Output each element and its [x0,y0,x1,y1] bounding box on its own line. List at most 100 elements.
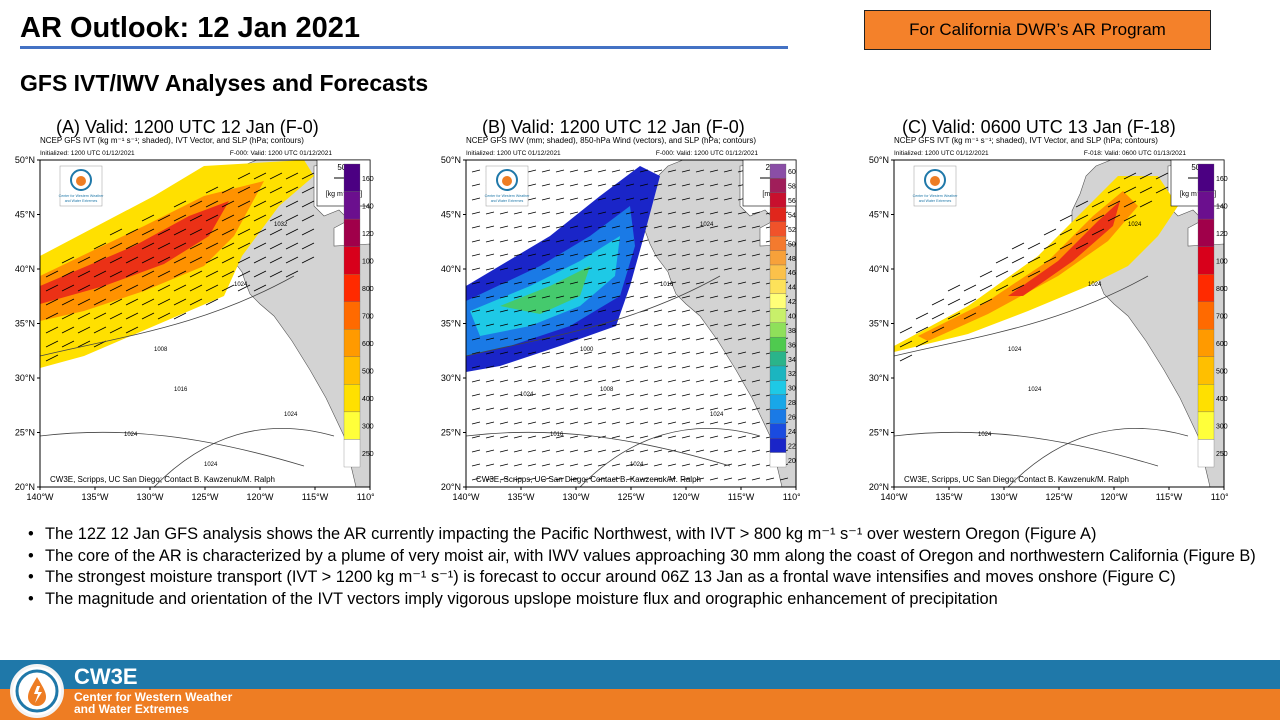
wind-vector [653,421,663,425]
wind-vector [625,253,635,257]
wind-vector [681,211,691,215]
wind-vector [569,309,579,313]
wind-vector [695,337,705,341]
wind-vector [723,323,733,327]
wind-vector [583,337,593,341]
wind-vector [555,379,565,383]
wind-vector [751,295,761,299]
ivt-vector [963,284,977,292]
wind-vector [485,337,495,341]
ivt-vector [77,312,91,320]
wind-vector [751,323,761,327]
wind-vector [667,337,677,341]
wind-vector [653,393,663,397]
wind-vector [625,309,635,313]
ivt-vector [301,242,315,250]
wind-vector [709,449,719,453]
wind-vector [723,169,733,173]
colorbar-label: 1400 [362,203,374,210]
wind-vector [471,463,481,467]
ivt-vector [61,298,75,306]
colorbar-label: 1600 [1216,176,1228,183]
lon-label: 130°W [136,492,164,502]
wind-vector [709,351,719,355]
wind-vector [653,281,663,285]
wind-vector [597,267,607,271]
ivt-vector [963,298,977,306]
wind-vector [527,225,537,229]
ivt-vector [1155,186,1169,194]
wind-vector [569,253,579,257]
ivt-vector [205,270,219,278]
slp-label: 1024 [284,412,298,418]
ivt-vector [61,340,75,348]
wind-vector [695,477,705,481]
colorbar-segment [769,409,787,424]
wind-vector [569,435,579,439]
wind-vector [583,309,593,313]
ivt-vector [237,284,251,292]
map-b-valid: F-000: Valid: 1200 UTC 01/12/2021 [655,150,758,157]
ivt-shading-mid [918,191,1138,341]
ivt-vector [1139,186,1153,194]
wind-vector [779,477,789,481]
wind-vector [597,421,607,425]
wind-vector [695,435,705,439]
ivt-vector [221,270,235,278]
ivt-vector [1011,270,1025,278]
ivt-vector [205,284,219,292]
wind-vector [597,393,607,397]
ivt-vector [1139,200,1153,208]
ivt-vector [93,298,107,306]
wind-vector [625,197,635,201]
wind-vector [555,253,565,257]
wind-vector [569,239,579,243]
colorbar-label: 250 [362,451,374,458]
colorbar-segment [769,235,787,251]
wind-vector [681,183,691,187]
colorbar-label: 500 [362,369,374,376]
colorbar-segment [343,274,361,302]
wind-vector [555,211,565,215]
wind-vector [681,309,691,313]
colorbar-label: 30 [788,386,796,393]
wind-vector [611,197,621,201]
wind-vector [709,477,719,481]
wind-vector [737,211,747,215]
reference-vector: 500[kg m⁻¹ s⁻¹] [1170,159,1225,207]
wind-vector [541,337,551,341]
wind-vector [583,379,593,383]
lat-label: 25°N [869,428,889,438]
wind-vector [499,211,509,215]
wind-vector [597,197,607,201]
wind-vector [471,337,481,341]
wind-vector [513,295,523,299]
ivt-vector [1059,228,1073,236]
wind-vector [695,239,705,243]
wind-vector [639,463,649,467]
slp-label: 1024 [710,412,724,418]
wind-vector [625,323,635,327]
wind-vector [681,435,691,439]
slp-label: 1024 [1008,347,1022,353]
ivt-vector [1123,200,1137,208]
wind-vector [569,421,579,425]
wind-vector [527,337,537,341]
slp-label: 1024 [978,432,992,438]
wind-vector [625,281,635,285]
ivt-vector [995,256,1009,264]
bullet-item: The 12Z 12 Jan GFS analysis shows the AR… [28,524,1268,544]
ivt-vector [1075,242,1089,250]
wind-vector [541,463,551,467]
wind-vector [555,435,565,439]
colorbar-label: 600 [362,341,374,348]
ivt-vector [253,214,267,222]
wind-vector [499,295,509,299]
ivt-vector [61,312,75,320]
slp-contour [1007,427,1189,487]
wind-vector [667,351,677,355]
map-logo-text: and Water Extremes [65,199,98,203]
footer-tagline-line-2: and Water Extremes [74,702,189,716]
wind-vector [723,183,733,187]
lat-label: 35°N [15,319,35,329]
